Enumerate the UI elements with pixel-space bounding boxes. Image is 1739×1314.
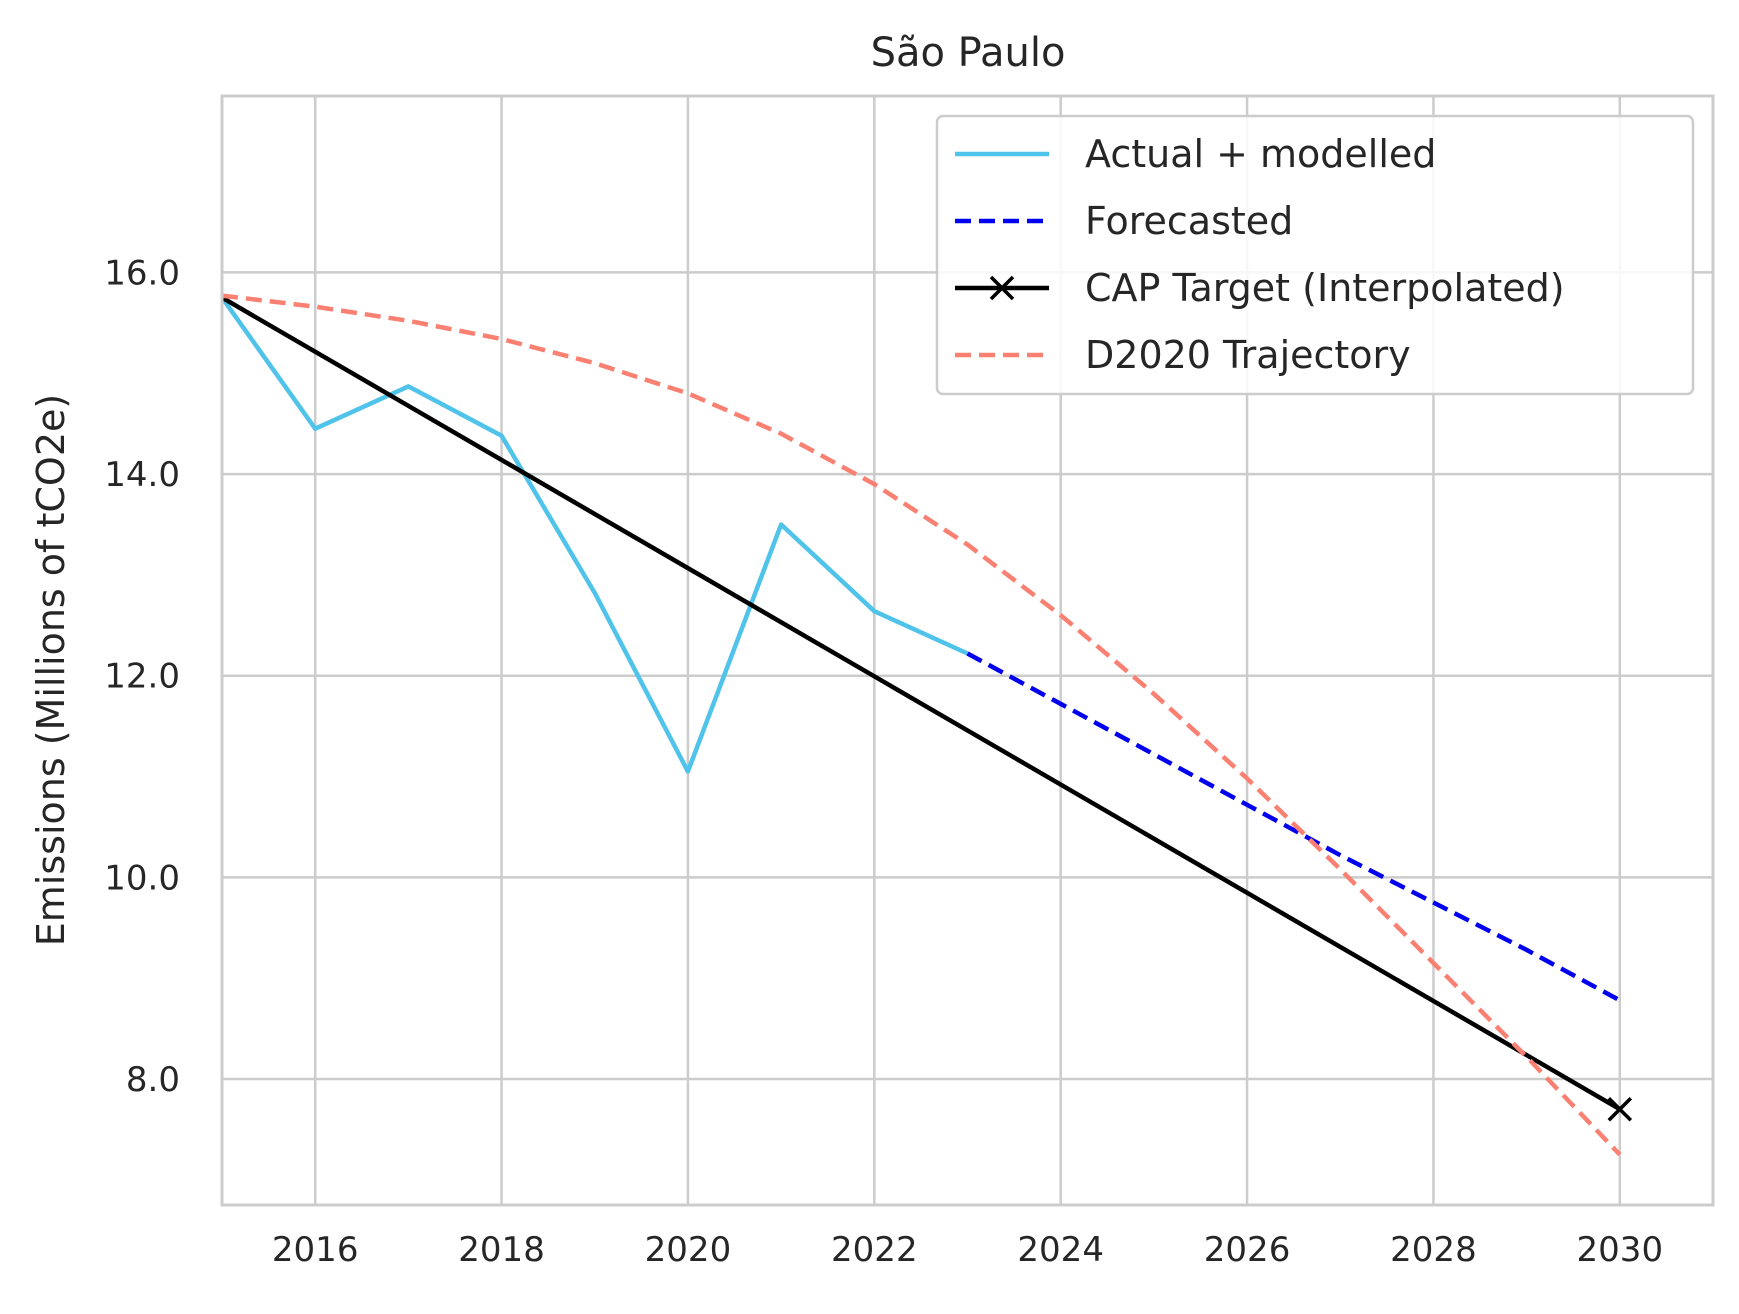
y-tick-label: 10.0 <box>104 858 180 898</box>
plot-frame <box>220 94 1715 1207</box>
legend-label: D2020 Trajectory <box>1085 333 1411 377</box>
legend-item-cap-target: CAP Target (Interpolated) <box>955 266 1565 310</box>
legend-label: CAP Target (Interpolated) <box>1085 266 1565 310</box>
legend-item-d2020-trajectory: D2020 Trajectory <box>955 333 1411 377</box>
y-tick-label: 16.0 <box>104 253 180 293</box>
cap-target-marker <box>1607 1096 1633 1122</box>
d2020-trajectory-line <box>221 293 1622 1157</box>
forecasted-line <box>966 651 1621 1003</box>
legend-label: Forecasted <box>1085 199 1293 243</box>
actual-modelled-line <box>220 296 969 774</box>
x-tick-label: 2020 <box>645 1230 732 1270</box>
chart-title: São Paulo <box>871 30 1066 76</box>
legend-label: Actual + modelled <box>1085 132 1436 176</box>
legend-box <box>935 114 1695 396</box>
series-lines <box>220 293 1633 1157</box>
legend-item-forecasted: Forecasted <box>955 199 1293 243</box>
x-tick-label: 2018 <box>458 1230 545 1270</box>
legend: Actual + modelled Forecasted CAP Target (I… <box>935 114 1695 396</box>
x-tick-label: 2016 <box>272 1230 359 1270</box>
x-tick-label: 2024 <box>1017 1230 1104 1270</box>
plot-border <box>220 94 1715 1207</box>
tick-labels: 2016 2018 2020 2022 2024 2026 2028 2030 8.0 10.0 1… <box>104 253 1663 1270</box>
x-tick-label: 2026 <box>1204 1230 1291 1270</box>
legend-marker-stroke <box>989 275 1015 301</box>
x-tick-label: 2030 <box>1577 1230 1664 1270</box>
legend-item-actual-modelled: Actual + modelled <box>955 132 1436 176</box>
y-tick-label: 8.0 <box>126 1060 180 1100</box>
marker-stroke <box>1607 1096 1633 1122</box>
x-tick-label: 2028 <box>1390 1230 1477 1270</box>
x-tick-label: 2022 <box>831 1230 918 1270</box>
y-tick-label: 12.0 <box>104 657 180 697</box>
y-tick-label: 14.0 <box>104 455 180 495</box>
y-axis-title: Emissions (Millions of tCO2e) <box>29 394 73 946</box>
cap-target-line <box>220 295 1621 1112</box>
